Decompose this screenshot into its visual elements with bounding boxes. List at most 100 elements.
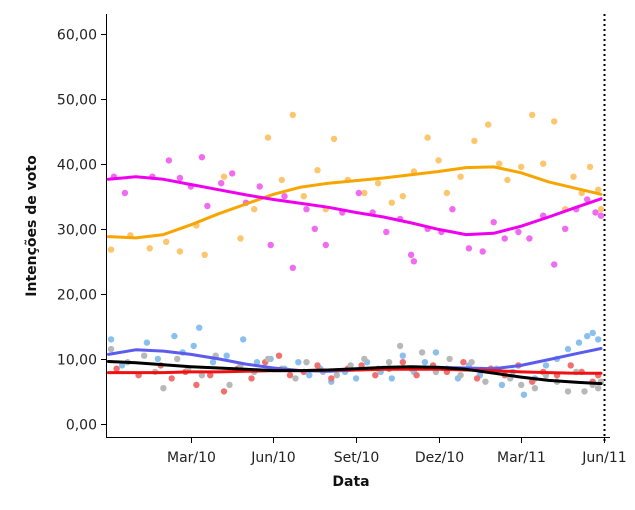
data-point xyxy=(575,339,583,346)
data-point xyxy=(562,225,569,232)
y-tick-label: 20,00 xyxy=(57,288,97,304)
data-point xyxy=(424,134,431,141)
data-point xyxy=(473,375,481,382)
data-point xyxy=(388,199,395,206)
data-point xyxy=(220,388,228,395)
data-point xyxy=(281,193,288,200)
data-point xyxy=(581,388,588,395)
data-point xyxy=(540,160,547,167)
data-point xyxy=(564,345,572,353)
data-point xyxy=(306,372,313,379)
y-tick-label: 10,00 xyxy=(57,353,97,369)
data-point xyxy=(275,352,283,359)
data-point xyxy=(446,355,453,363)
data-point xyxy=(399,359,406,366)
x-tick-label: Set/10 xyxy=(334,450,380,466)
data-point xyxy=(174,355,181,363)
data-point xyxy=(520,391,528,398)
data-point xyxy=(460,359,467,366)
x-tick-label: Mar/11 xyxy=(497,450,546,466)
data-point xyxy=(496,160,503,167)
data-point xyxy=(479,248,486,255)
data-point xyxy=(314,362,321,369)
data-point xyxy=(485,121,492,128)
data-point xyxy=(292,375,299,382)
data-point xyxy=(204,202,211,210)
data-point xyxy=(471,137,478,145)
data-point xyxy=(595,336,602,343)
data-point xyxy=(226,381,233,389)
data-point xyxy=(468,359,475,366)
data-point xyxy=(107,345,115,353)
data-point xyxy=(515,228,522,236)
data-point xyxy=(347,362,354,369)
data-point xyxy=(421,359,429,366)
data-point xyxy=(146,245,153,252)
data-point xyxy=(209,359,217,366)
data-point xyxy=(413,372,420,379)
data-point xyxy=(584,332,591,340)
data-point xyxy=(300,193,307,200)
data-point xyxy=(218,180,225,187)
data-point xyxy=(586,163,594,171)
x-ticks-group: Mar/10 Jun/10 Set/10 Dez/10 Mar/11 Jun/11 xyxy=(167,437,627,466)
data-point xyxy=(595,385,602,392)
data-point xyxy=(256,183,263,190)
data-point xyxy=(584,196,591,203)
data-point xyxy=(168,375,175,382)
data-point xyxy=(551,118,558,125)
data-point xyxy=(141,352,148,359)
data-point xyxy=(330,135,338,143)
trend-lines-group xyxy=(106,165,603,386)
data-point xyxy=(107,246,115,253)
y-tick-label: 50,00 xyxy=(57,93,97,109)
y-axis-title: Intenções de voto xyxy=(24,155,40,297)
data-point xyxy=(328,375,335,382)
data-point xyxy=(518,163,525,171)
data-point xyxy=(264,355,272,363)
data-point xyxy=(240,336,247,343)
data-point xyxy=(113,365,120,372)
data-point xyxy=(160,385,167,392)
data-point xyxy=(465,245,473,252)
data-point xyxy=(432,349,440,356)
data-point xyxy=(518,381,525,389)
data-point xyxy=(592,209,599,216)
y-tick-label: 0,00 xyxy=(66,418,97,434)
axes xyxy=(106,14,610,438)
data-point xyxy=(482,378,489,385)
data-point xyxy=(289,111,296,119)
y-tick-label: 30,00 xyxy=(57,223,97,239)
data-point xyxy=(407,251,415,258)
data-point xyxy=(449,206,456,213)
data-point xyxy=(163,238,170,245)
data-point xyxy=(253,359,261,366)
trend-line xyxy=(106,360,603,386)
x-tick-label: Jun/10 xyxy=(250,450,295,466)
data-point xyxy=(118,362,126,369)
data-point xyxy=(352,375,360,382)
data-point xyxy=(176,248,184,255)
data-point xyxy=(251,206,258,213)
data-point xyxy=(295,359,302,366)
data-point xyxy=(198,372,206,379)
data-point xyxy=(165,157,173,164)
data-point xyxy=(501,235,508,242)
data-point xyxy=(399,193,406,200)
data-point xyxy=(388,375,395,382)
data-point xyxy=(143,339,151,346)
data-point xyxy=(385,359,393,366)
data-point xyxy=(198,154,206,161)
data-point xyxy=(361,355,368,363)
data-point xyxy=(154,355,162,363)
data-point xyxy=(267,241,274,249)
x-axis-title: Data xyxy=(332,474,369,490)
y-ticks-group: 0,00 10,00 20,00 30,00 40,00 50,00 60,00 xyxy=(57,28,107,434)
data-point xyxy=(248,375,255,382)
data-point xyxy=(597,206,605,213)
data-point xyxy=(333,372,340,379)
x-tick-label: Mar/10 xyxy=(167,450,216,466)
data-point xyxy=(443,189,451,197)
